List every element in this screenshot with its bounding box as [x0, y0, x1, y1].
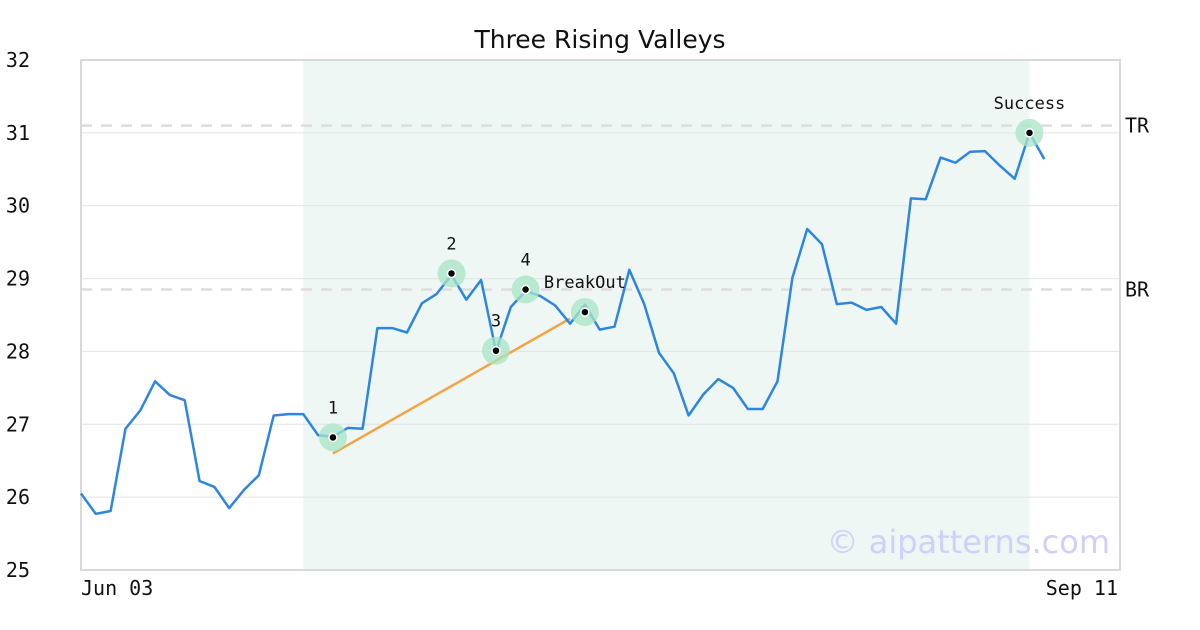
trendline — [332, 317, 571, 455]
plot-frame — [80, 59, 1121, 571]
marker-dot-success — [1024, 128, 1035, 138]
marker-label-breakout: BreakOut — [544, 273, 626, 293]
series-group — [79, 131, 1046, 516]
price-line — [79, 131, 1046, 516]
marker-label-4: 4 — [520, 251, 530, 271]
y-tick-label: 26 — [6, 485, 30, 509]
y-tick-label: 32 — [6, 48, 30, 72]
level-label-tr: TR — [1125, 114, 1150, 138]
trendline-group — [332, 317, 571, 455]
marker-label-success: Success — [994, 94, 1066, 114]
y-tick-label: 27 — [6, 412, 30, 436]
highlight-rect — [303, 60, 1030, 570]
level-label-br: BR — [1125, 278, 1150, 302]
marker-dot-4 — [520, 284, 531, 295]
marker-dot-2 — [446, 268, 457, 279]
marker-dot-breakout — [580, 307, 590, 317]
watermark: © aipatterns.com — [827, 523, 1110, 561]
marker-label-2: 2 — [446, 234, 456, 254]
x-tick-label: Jun 03 — [81, 576, 153, 600]
y-tick-label: 25 — [6, 558, 30, 582]
marker-label-1: 1 — [328, 398, 338, 418]
x-axis-ticks: Jun 03 Sep 11 — [81, 576, 1118, 600]
y-tick-label: 30 — [6, 194, 30, 218]
marker-dot-3 — [491, 345, 501, 356]
highlight-region — [303, 60, 1030, 570]
grid-lines — [81, 132, 1120, 498]
y-tick-label: 31 — [6, 121, 30, 145]
x-tick-label: Sep 11 — [1046, 576, 1118, 600]
chart-title: Three Rising Valleys — [473, 25, 725, 54]
marker-dot-1 — [328, 432, 338, 443]
markers-group: 1 2 3 4 BreakOut Success — [318, 94, 1066, 452]
level-lines: TR BR — [81, 114, 1150, 302]
y-axis-ticks: 25 26 27 28 29 30 31 32 — [6, 48, 30, 582]
y-tick-label: 29 — [6, 267, 30, 291]
marker-label-3: 3 — [491, 312, 501, 332]
y-tick-label: 28 — [6, 339, 30, 363]
